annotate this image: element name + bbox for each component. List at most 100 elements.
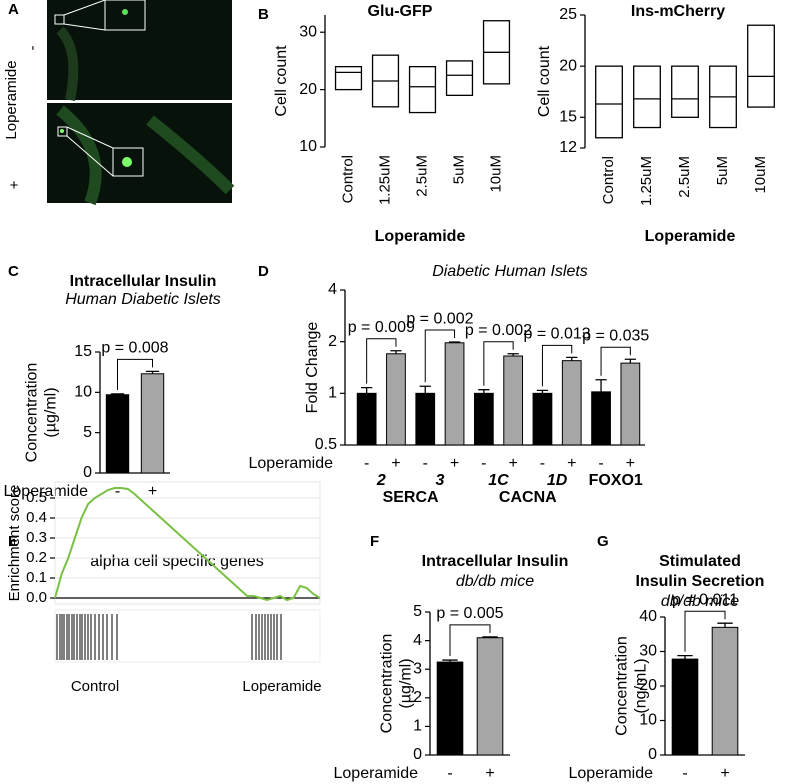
- error-bar: [110, 393, 125, 395]
- y-tick-label: 10: [299, 138, 317, 155]
- inset-zoom: [112, 147, 144, 177]
- y-tick-label: 30: [299, 23, 317, 40]
- x-tick-label: +: [626, 455, 635, 472]
- inset-box: [54, 14, 65, 25]
- x-tick-label: Control: [600, 156, 617, 204]
- y-tick-label: 0: [413, 746, 422, 763]
- bar: [436, 661, 464, 756]
- significance-bracket: [117, 358, 153, 390]
- x-tick-label: 1.25uM: [376, 155, 393, 205]
- group-label: 3: [435, 472, 444, 489]
- bar: [415, 392, 436, 446]
- x-tick-label: 10uM: [752, 156, 769, 194]
- end-label: Control: [71, 678, 119, 695]
- error-bar: [145, 370, 160, 374]
- x-tick-label: -: [364, 455, 369, 472]
- x-tick-label: 10uM: [487, 155, 504, 193]
- y-axis-label: (ng/mL): [633, 658, 650, 713]
- y-axis-label: Cell count: [273, 45, 290, 117]
- p-value: p = 0.035: [582, 327, 649, 344]
- inset-zoom: [104, 0, 146, 31]
- error-bar: [390, 350, 402, 354]
- y-tick-label: 2: [328, 333, 337, 350]
- bar: [671, 658, 699, 756]
- x-tick-label: 2.5uM: [676, 156, 693, 198]
- y-axis-label: Fold Change: [304, 322, 321, 414]
- group-label: 1C: [488, 472, 509, 489]
- y-tick-label: 5: [413, 603, 422, 620]
- x-axis-label: Loperamide: [375, 228, 466, 245]
- y-axis-label: Cell count: [536, 45, 553, 117]
- x-tick-label: -: [115, 483, 120, 500]
- plot-frame: [54, 481, 321, 605]
- x-tick-label: -: [481, 455, 486, 472]
- error-bar: [566, 356, 578, 361]
- gene-label: CACNA: [499, 489, 557, 506]
- x-tick-label: 1.25uM: [638, 156, 655, 206]
- bar: [620, 362, 641, 446]
- enrichment-line: [54, 487, 321, 602]
- p-value: p = 0.005: [436, 605, 503, 622]
- x-tick-label: -: [423, 455, 428, 472]
- panel-letter: C: [8, 263, 19, 280]
- bar: [503, 355, 524, 446]
- gene-label: SERCA: [383, 489, 439, 506]
- error-bar: [717, 622, 733, 628]
- condition: -: [24, 46, 41, 51]
- y-axis-label: (µg/ml): [398, 658, 415, 708]
- chart-title: Stimulated: [659, 553, 741, 570]
- y-tick-label: 0.3: [26, 529, 47, 546]
- bar: [561, 360, 582, 446]
- bar: [473, 392, 494, 446]
- y-tick-label: 0.1: [26, 569, 47, 586]
- error-bar: [361, 386, 373, 394]
- chart-title: Insulin Secretion: [636, 573, 765, 590]
- box: [445, 60, 474, 96]
- panel-letter: B: [258, 6, 269, 23]
- end-label: Loperamide: [242, 678, 321, 695]
- chart-title: alpha cell specific genes: [90, 553, 263, 570]
- panel-letter: F: [370, 533, 379, 550]
- bar: [532, 392, 553, 446]
- panel-letter: A: [8, 1, 19, 18]
- x-tick-label: -: [598, 455, 603, 472]
- x-tick-label: -: [447, 765, 452, 782]
- bar: [356, 392, 377, 446]
- significance-bracket: [449, 624, 491, 657]
- bar: [444, 342, 465, 446]
- significance-bracket: [684, 610, 726, 652]
- y-tick-label: 25: [559, 6, 577, 23]
- p-value: p = 0.008: [101, 340, 168, 357]
- y-axis-label: Enrichment score: [6, 485, 23, 602]
- significance-bracket: [541, 344, 573, 387]
- p-value: p = 0.002: [406, 310, 473, 327]
- box: [633, 65, 661, 129]
- y-tick-label: 0.2: [26, 549, 47, 566]
- group-label: 1D: [547, 472, 568, 489]
- cell: [122, 157, 132, 167]
- y-tick-label: 2: [413, 689, 422, 706]
- p-value: p = 0.002: [465, 322, 532, 339]
- error-bar: [595, 379, 607, 392]
- bar: [386, 353, 406, 446]
- error-bar: [478, 389, 490, 394]
- bar: [476, 637, 504, 756]
- y-tick-label: 30: [639, 643, 657, 660]
- y-tick-label: 1: [413, 718, 422, 735]
- y-tick-label: 0.5: [315, 436, 337, 453]
- y-tick-label: 15: [559, 109, 577, 126]
- x-axis-label: Loperamide: [645, 228, 736, 245]
- p-value: p = 0.011: [672, 591, 738, 608]
- error-bar: [442, 659, 458, 663]
- y-tick-label: 40: [639, 608, 657, 625]
- y-tick-label: 0.0: [26, 589, 47, 606]
- x-tick-label: 5uM: [450, 155, 467, 184]
- inset-box: [57, 126, 68, 137]
- y-tick-label: 0.5: [26, 489, 47, 506]
- panel-letter: G: [597, 533, 609, 550]
- error-bar: [419, 385, 431, 394]
- x-tick-label: +: [450, 455, 459, 472]
- tissue: [56, 105, 235, 206]
- group-label: FOXO1: [589, 472, 643, 489]
